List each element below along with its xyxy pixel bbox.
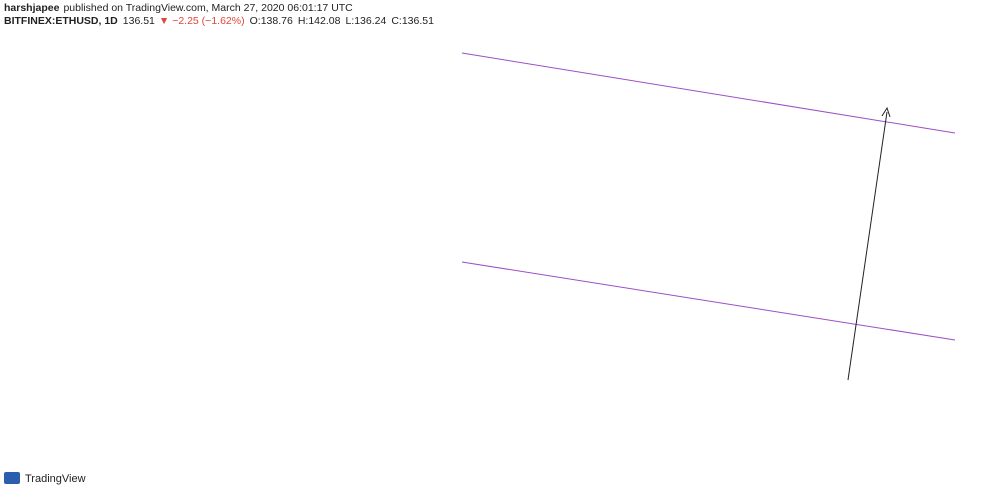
projection-arrow bbox=[847, 111, 888, 381]
lower-channel-line bbox=[461, 261, 956, 341]
upper-channel-line bbox=[461, 52, 956, 134]
ohlc-label: O: bbox=[250, 15, 261, 27]
ohlc-value: 138.76 bbox=[261, 15, 293, 27]
last-price: 136.51 bbox=[123, 15, 155, 27]
ohlc-value: 136.51 bbox=[402, 15, 434, 27]
arrow-head bbox=[881, 106, 891, 118]
ohlc-value: 142.08 bbox=[308, 15, 340, 27]
change: ▼ −2.25 (−1.62%) bbox=[159, 15, 245, 27]
ohlc-label: H: bbox=[298, 15, 309, 27]
published: published on TradingView.com, March 27, … bbox=[63, 2, 353, 14]
brand: TradingView bbox=[25, 473, 86, 485]
header-line-1: harshjapee published on TradingView.com, … bbox=[4, 2, 353, 14]
symbol: BITFINEX:ETHUSD, 1D bbox=[4, 15, 118, 27]
ohlc-label: C: bbox=[391, 15, 402, 27]
header-line-2: BITFINEX:ETHUSD, 1D 136.51 ▼ −2.25 (−1.62%… bbox=[4, 15, 434, 27]
logo bbox=[4, 472, 20, 484]
ohlc-label: L: bbox=[345, 15, 354, 27]
ohlc-value: 136.24 bbox=[354, 15, 386, 27]
author: harshjapee bbox=[4, 2, 60, 14]
ohlc: O:138.76 H:142.08 L:136.24 C:136.51 bbox=[250, 15, 435, 27]
